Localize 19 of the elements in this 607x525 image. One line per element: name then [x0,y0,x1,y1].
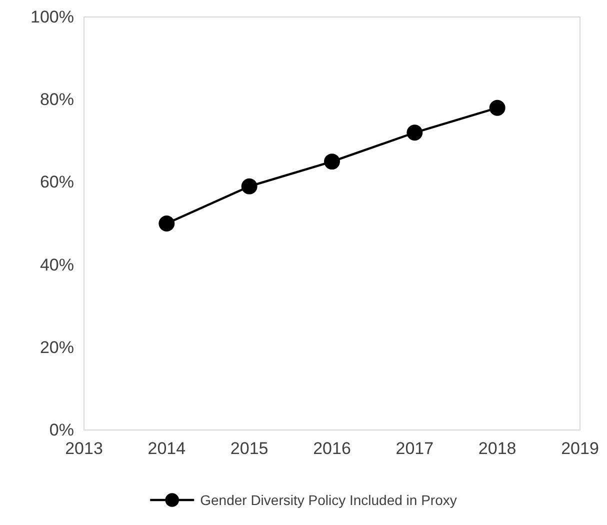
x-tick-label: 2018 [478,439,516,458]
x-tick-label: 2014 [148,439,186,458]
y-tick-label: 40% [40,255,74,274]
y-tick-label: 80% [40,90,74,110]
x-tick-label: 2019 [561,439,599,458]
point [324,154,340,170]
x-tick-label: 2013 [65,439,103,458]
y-tick-label: 100% [30,7,74,26]
point [158,216,175,232]
y-tick-label: 0% [49,420,74,440]
y-tick-label: 20% [40,338,74,357]
y-tick-label: 60% [40,172,74,192]
x-tick-label: 2015 [230,439,268,458]
point [406,124,423,141]
x-tick-label: 2016 [313,439,351,458]
point [241,178,258,194]
point [489,100,506,116]
legend-label: Gender Diversity Policy Included in Proxy [200,492,457,508]
x-tick-label: 2017 [396,439,434,458]
